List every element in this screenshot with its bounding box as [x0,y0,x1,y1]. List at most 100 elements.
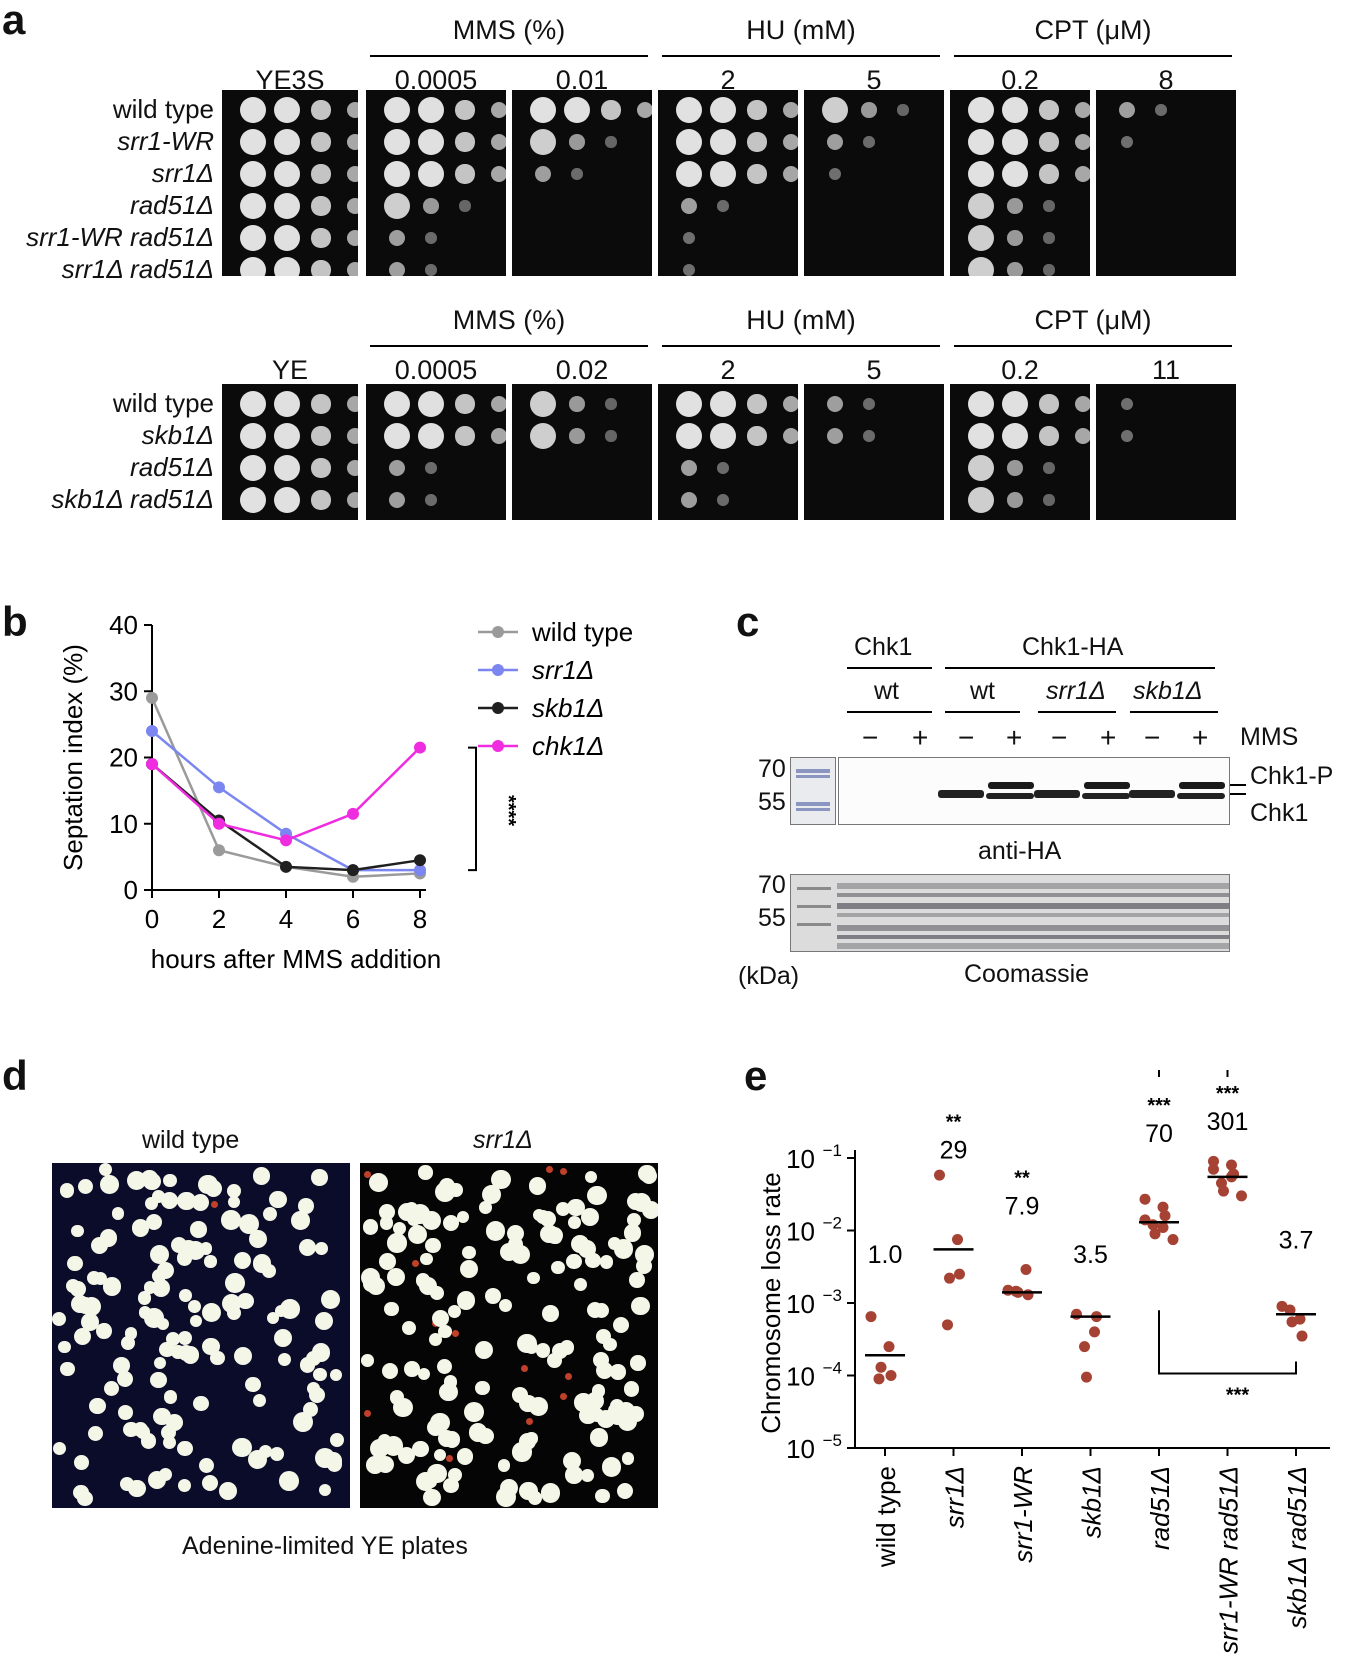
y-tick-exponent: −1 [823,1141,842,1160]
yeast-colony [123,1421,140,1438]
yeast-colony [292,1411,313,1432]
yeast-colony [482,1185,502,1205]
colony-spot [423,198,439,214]
band-pointer [1230,793,1246,795]
yeast-colony [432,1310,450,1328]
colony-spot [571,168,583,180]
mw-marker-55: 55 [758,788,786,816]
yeast-colony [565,1372,573,1380]
colony-spot [384,423,410,449]
comparison-bracket-bottom [1158,1310,1297,1375]
condition-header-bottom-2: CPT (μM) [1034,305,1152,335]
yeast-colony [621,1451,635,1465]
series-point [280,834,292,847]
colony-spot [346,459,358,477]
mw-marker-70: 70 [758,871,786,899]
yeast-colony [52,1312,67,1327]
data-point [885,1370,897,1381]
yeast-colony [70,1294,89,1313]
treatment-label: MMS [1240,723,1299,751]
y-tick-exponent: −5 [823,1431,842,1450]
yeast-colony [162,1173,177,1188]
gel-band [837,903,1229,909]
marker-lane [790,757,836,825]
colony-spot [1074,165,1090,183]
concentration-label: 5 [866,65,882,95]
yeast-colony [595,1488,610,1504]
concentration-label: 11 [1151,355,1181,385]
yeast-colony [160,1424,177,1441]
yeast-colony [190,1314,203,1327]
colony-spot [605,398,617,410]
colony-spot [1039,100,1059,120]
yeast-colony [640,1168,657,1185]
colony-spot [717,494,729,506]
yeast-colony [464,1401,485,1422]
y-tick-label: 40 [109,610,138,640]
colony-spot [968,129,994,155]
yeast-colony [568,1216,581,1229]
colony-spot [274,391,300,417]
fold-change-label: 3.7 [1279,1227,1314,1255]
chromosome-loss-chart: 10 −1 10 −2 10 −3 10 −4 10 −5 Chromosome loss rate… [756,1070,1330,1654]
yeast-colony [552,1342,569,1360]
yeast-colony [528,1177,547,1195]
category-label: srr1-WR rad51Δ [1214,1466,1244,1654]
data-point [1284,1304,1296,1316]
significance-stars: ** [946,1111,962,1133]
phospho-band [988,782,1034,789]
series-line [151,763,421,872]
significance-stars: *** [1216,1083,1240,1105]
colony-spot [389,492,405,508]
colony-spot [311,196,331,216]
yeast-colony [387,1233,407,1253]
fold-change-label: 3.5 [1073,1241,1108,1269]
yeast-colony [77,1178,94,1195]
colony-spot [459,200,471,212]
colony-spot [311,100,331,120]
condition-header-bottom-1: HU (mM) [746,305,856,335]
yeast-colony [120,1477,135,1491]
yeast-colony [560,1392,568,1400]
legend-marker [492,664,504,676]
yeast-colony [159,1468,173,1482]
y-tick-label: 30 [109,676,138,706]
colony-spot [455,394,475,414]
colony-spot [418,423,444,449]
colony-spot [311,132,331,152]
yeast-colony [589,1428,609,1448]
significance-bracket [468,746,477,872]
category-label: skb1Δ [1077,1466,1107,1538]
colony-spot [425,264,437,276]
colony-spot [863,398,875,410]
x-tick-label: 0 [145,904,159,934]
data-point [1157,1221,1169,1233]
yeast-colony [609,1399,625,1414]
data-point [875,1361,887,1373]
yeast-colony [199,1241,213,1255]
data-point [1296,1330,1308,1342]
colony-spot [1074,395,1090,413]
yeast-colony [201,1337,220,1356]
strain-label: skb1Δ [141,420,214,450]
series-point [280,860,292,873]
colony-spot [601,100,621,120]
yeast-colony [567,1198,585,1217]
yeast-colony [248,1450,268,1470]
concentration-label: 5 [866,355,882,385]
fold-change-label: 70 [1145,1120,1173,1148]
yeast-colony [422,1213,436,1227]
category-label: srr1-WR [1008,1466,1038,1563]
antibody-label: anti-HA [978,837,1062,865]
plate-label-wildtype: wild type [142,1126,240,1154]
yeast-colony [66,1279,81,1294]
yeast-colony [592,1352,609,1369]
colony-spot [710,423,736,449]
yeast-colony [565,1466,583,1484]
yeast-colony [104,1380,120,1396]
yeast-colony [298,1239,317,1257]
colony-spot [710,129,736,155]
colony-spot [240,129,266,155]
yeast-colony [266,1312,279,1325]
colony-spot [311,228,331,248]
